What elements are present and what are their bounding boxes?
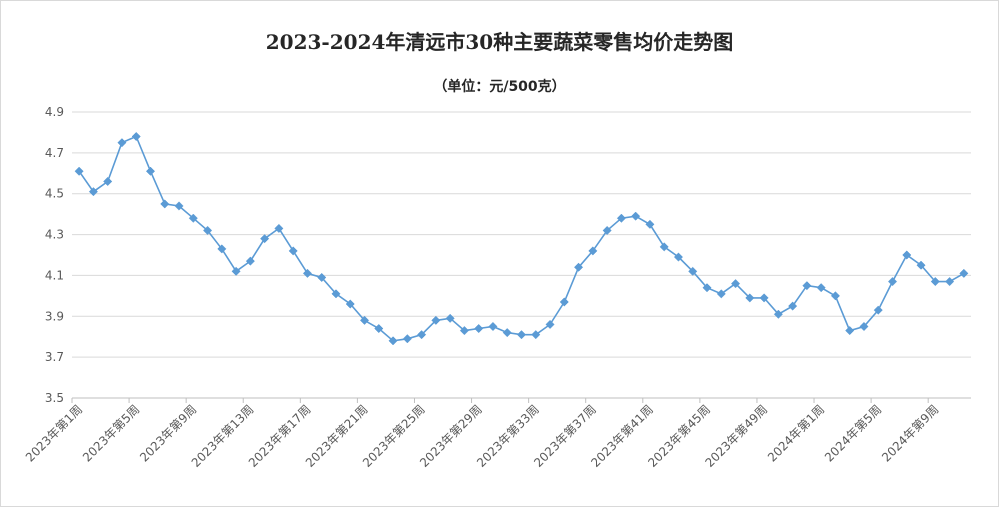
data-point <box>174 201 184 211</box>
data-point <box>117 138 127 148</box>
y-tick-labels: 4.9 4.7 4.5 4.3 4.1 3.9 3.7 3.5 <box>45 105 64 405</box>
data-point <box>488 321 498 332</box>
x-tick-label: 2024年第5周 <box>822 402 884 464</box>
data-point <box>531 330 541 340</box>
data-point <box>417 330 427 340</box>
data-point <box>859 321 869 332</box>
x-tick-labels: 2023年第1周2023年第5周2023年第9周2023年第13周2023年第1… <box>23 402 942 470</box>
data-point <box>830 291 840 301</box>
data-point <box>759 293 769 303</box>
data-point <box>730 279 741 289</box>
y-tick-label: 4.5 <box>45 187 64 201</box>
data-point <box>145 166 156 176</box>
data-point <box>588 246 598 256</box>
data-point <box>260 234 270 244</box>
data-point <box>845 326 855 336</box>
x-tick-label: 2023年第5周 <box>80 402 142 464</box>
data-point <box>459 326 469 336</box>
x-tick-label: 2023年第9周 <box>137 402 199 464</box>
data-point <box>274 223 284 233</box>
data-point <box>131 131 141 142</box>
y-tick-label: 3.5 <box>45 391 64 405</box>
y-tick-label: 4.3 <box>45 228 64 242</box>
data-point <box>545 319 555 330</box>
series-line <box>78 135 965 342</box>
series-price <box>74 131 969 346</box>
data-point <box>659 242 669 252</box>
x-tick-label: 2024年第1周 <box>765 402 827 464</box>
y-tick-label: 3.7 <box>45 350 64 364</box>
y-tick-label: 4.7 <box>45 146 64 160</box>
data-point <box>374 323 384 334</box>
gridlines <box>72 111 971 399</box>
data-point <box>160 199 170 209</box>
data-point <box>902 250 912 260</box>
data-point <box>345 299 355 309</box>
data-point <box>802 281 812 291</box>
chart-subtitle: （单位：元/500克） <box>433 79 566 95</box>
x-tick-label: 2024年第9周 <box>879 402 941 464</box>
data-point <box>816 283 826 293</box>
data-point <box>716 289 726 299</box>
data-point <box>217 244 227 254</box>
data-point <box>773 309 783 319</box>
data-point <box>916 260 926 270</box>
data-point <box>631 211 641 221</box>
y-tick-label: 4.9 <box>45 105 64 119</box>
data-point <box>602 225 612 236</box>
x-axis <box>71 397 971 403</box>
data-point <box>302 268 313 278</box>
data-point <box>574 262 584 272</box>
data-point <box>231 266 241 276</box>
data-point <box>402 334 412 344</box>
data-point <box>688 266 698 276</box>
data-point <box>388 336 398 346</box>
data-point <box>103 176 113 187</box>
data-point <box>431 315 441 325</box>
y-tick-label: 4.1 <box>45 268 64 282</box>
data-point <box>959 268 969 278</box>
data-point <box>616 213 626 223</box>
data-point <box>317 272 327 283</box>
chart-title: 2023-2024年清远市30种主要蔬菜零售均价走势图 <box>265 30 734 54</box>
data-point <box>502 328 512 338</box>
data-point <box>788 301 798 311</box>
data-point <box>445 313 455 323</box>
data-point <box>288 246 298 256</box>
x-tick-label: 2023年第1周 <box>23 402 85 464</box>
data-point <box>331 289 341 299</box>
data-point <box>74 166 84 176</box>
data-point <box>930 277 940 287</box>
data-point <box>887 277 898 287</box>
data-point <box>673 252 684 262</box>
data-point <box>559 297 569 307</box>
data-point <box>474 323 484 334</box>
data-point <box>359 315 370 325</box>
data-point <box>873 305 883 315</box>
y-tick-label: 3.9 <box>45 309 64 323</box>
data-point <box>745 293 755 303</box>
data-point <box>203 225 213 236</box>
data-point <box>945 277 955 287</box>
data-point <box>188 213 198 223</box>
data-point <box>245 256 255 266</box>
data-point <box>88 187 98 197</box>
data-point <box>645 219 655 229</box>
data-point <box>516 330 527 340</box>
data-point <box>702 283 712 293</box>
